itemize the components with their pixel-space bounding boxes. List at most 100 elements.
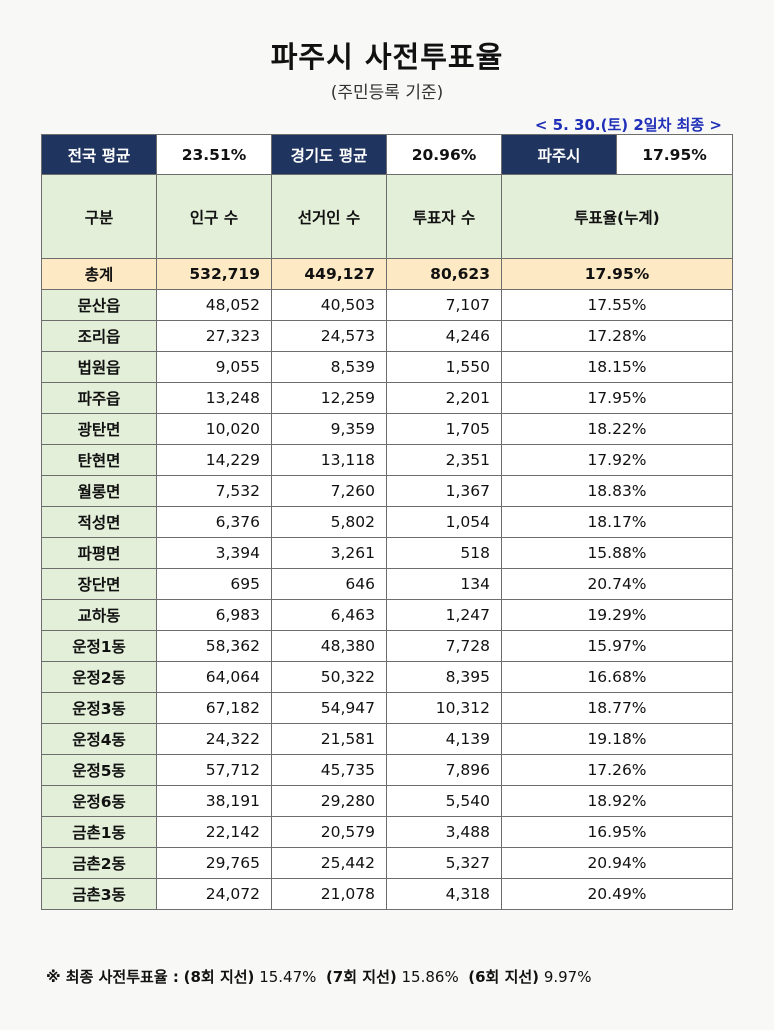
row-voters: 54,947: [271, 692, 387, 724]
row-population: 64,064: [156, 661, 272, 693]
row-population: 10,020: [156, 413, 272, 445]
row-rate: 17.28%: [501, 320, 733, 352]
row-turnout-count: 518: [386, 537, 502, 569]
row-area: 광탄면: [41, 413, 157, 445]
row-voters: 25,442: [271, 847, 387, 879]
gyeonggi-average-value: 20.96%: [386, 134, 502, 175]
footnote-prefix: ※ 최종 사전투표율 :: [46, 968, 179, 986]
table-row: 운정4동 24,322 21,581 4,139 19.18%: [41, 723, 733, 755]
total-voters: 449,127: [271, 258, 387, 290]
row-population: 3,394: [156, 537, 272, 569]
row-voters: 3,261: [271, 537, 387, 569]
table-row: 적성면 6,376 5,802 1,054 18.17%: [41, 506, 733, 538]
row-rate: 19.29%: [501, 599, 733, 631]
row-population: 29,765: [156, 847, 272, 879]
row-area: 금촌3동: [41, 878, 157, 910]
row-population: 7,532: [156, 475, 272, 507]
row-voters: 20,579: [271, 816, 387, 848]
row-area: 운정2동: [41, 661, 157, 693]
row-rate: 16.95%: [501, 816, 733, 848]
table-row: 파주읍 13,248 12,259 2,201 17.95%: [41, 382, 733, 414]
row-voters: 21,078: [271, 878, 387, 910]
row-population: 24,322: [156, 723, 272, 755]
row-population: 6,983: [156, 599, 272, 631]
header-row: 구분 인구 수 선거인 수 투표자 수 투표율(누계): [41, 174, 733, 259]
row-voters: 9,359: [271, 413, 387, 445]
row-population: 67,182: [156, 692, 272, 724]
row-population: 57,712: [156, 754, 272, 786]
row-rate: 20.94%: [501, 847, 733, 879]
row-population: 13,248: [156, 382, 272, 414]
row-rate: 17.26%: [501, 754, 733, 786]
row-voters: 48,380: [271, 630, 387, 662]
row-rate: 20.74%: [501, 568, 733, 600]
date-note: < 5. 30.(토) 2일차 최종 >: [534, 116, 722, 134]
row-voters: 6,463: [271, 599, 387, 631]
row-area: 교하동: [41, 599, 157, 631]
row-rate: 17.92%: [501, 444, 733, 476]
row-turnout-count: 2,201: [386, 382, 502, 414]
row-area: 장단면: [41, 568, 157, 600]
row-turnout-count: 10,312: [386, 692, 502, 724]
row-area: 문산읍: [41, 289, 157, 321]
table-row: 운정3동 67,182 54,947 10,312 18.77%: [41, 692, 733, 724]
row-turnout-count: 1,705: [386, 413, 502, 445]
row-voters: 40,503: [271, 289, 387, 321]
row-rate: 16.68%: [501, 661, 733, 693]
national-average-label: 전국 평균: [41, 134, 157, 175]
table-row: 장단면 695 646 134 20.74%: [41, 568, 733, 600]
table-row: 파평면 3,394 3,261 518 15.88%: [41, 537, 733, 569]
row-population: 24,072: [156, 878, 272, 910]
row-turnout-count: 134: [386, 568, 502, 600]
total-turnout-count: 80,623: [386, 258, 502, 290]
row-voters: 13,118: [271, 444, 387, 476]
footnote-item3-value: 9.97%: [543, 968, 592, 986]
row-turnout-count: 1,367: [386, 475, 502, 507]
row-voters: 21,581: [271, 723, 387, 755]
row-area: 운정3동: [41, 692, 157, 724]
row-turnout-count: 4,246: [386, 320, 502, 352]
summary-row: 전국 평균 23.51% 경기도 평균 20.96% 파주시 17.95%: [41, 134, 733, 175]
row-voters: 24,573: [271, 320, 387, 352]
row-turnout-count: 3,488: [386, 816, 502, 848]
row-population: 14,229: [156, 444, 272, 476]
row-turnout-count: 1,550: [386, 351, 502, 383]
row-rate: 20.49%: [501, 878, 733, 910]
table-row: 법원읍 9,055 8,539 1,550 18.15%: [41, 351, 733, 383]
table-row: 광탄면 10,020 9,359 1,705 18.22%: [41, 413, 733, 445]
row-area: 운정4동: [41, 723, 157, 755]
header-population: 인구 수: [156, 174, 272, 259]
total-row: 총계 532,719 449,127 80,623 17.95%: [41, 258, 733, 290]
footnote-item1-value: 15.47%: [259, 968, 317, 986]
footnote-item1-label: (8회 지선): [183, 968, 255, 986]
row-area: 법원읍: [41, 351, 157, 383]
footnote-item2-label: (7회 지선): [325, 968, 397, 986]
row-population: 58,362: [156, 630, 272, 662]
row-turnout-count: 7,728: [386, 630, 502, 662]
table-row: 운정1동 58,362 48,380 7,728 15.97%: [41, 630, 733, 662]
row-area: 파주읍: [41, 382, 157, 414]
total-area: 총계: [41, 258, 157, 290]
row-voters: 12,259: [271, 382, 387, 414]
gyeonggi-average-label: 경기도 평균: [271, 134, 387, 175]
row-turnout-count: 2,351: [386, 444, 502, 476]
table-row: 금촌1동 22,142 20,579 3,488 16.95%: [41, 816, 733, 848]
footnote-item3-label: (6회 지선): [468, 968, 540, 986]
paju-value: 17.95%: [616, 134, 733, 175]
row-area: 탄현면: [41, 444, 157, 476]
table-row: 월롱면 7,532 7,260 1,367 18.83%: [41, 475, 733, 507]
row-voters: 45,735: [271, 754, 387, 786]
row-turnout-count: 5,540: [386, 785, 502, 817]
total-population: 532,719: [156, 258, 272, 290]
footnote: ※ 최종 사전투표율 : (8회 지선) 15.47% (7회 지선) 15.8…: [46, 966, 591, 987]
page-title: 파주시 사전투표율: [270, 40, 504, 74]
table-row: 금촌2동 29,765 25,442 5,327 20.94%: [41, 847, 733, 879]
row-area: 금촌2동: [41, 847, 157, 879]
row-area: 월롱면: [41, 475, 157, 507]
row-area: 조리읍: [41, 320, 157, 352]
row-turnout-count: 1,054: [386, 506, 502, 538]
row-rate: 18.17%: [501, 506, 733, 538]
row-turnout-count: 7,896: [386, 754, 502, 786]
row-area: 운정1동: [41, 630, 157, 662]
row-area: 금촌1동: [41, 816, 157, 848]
